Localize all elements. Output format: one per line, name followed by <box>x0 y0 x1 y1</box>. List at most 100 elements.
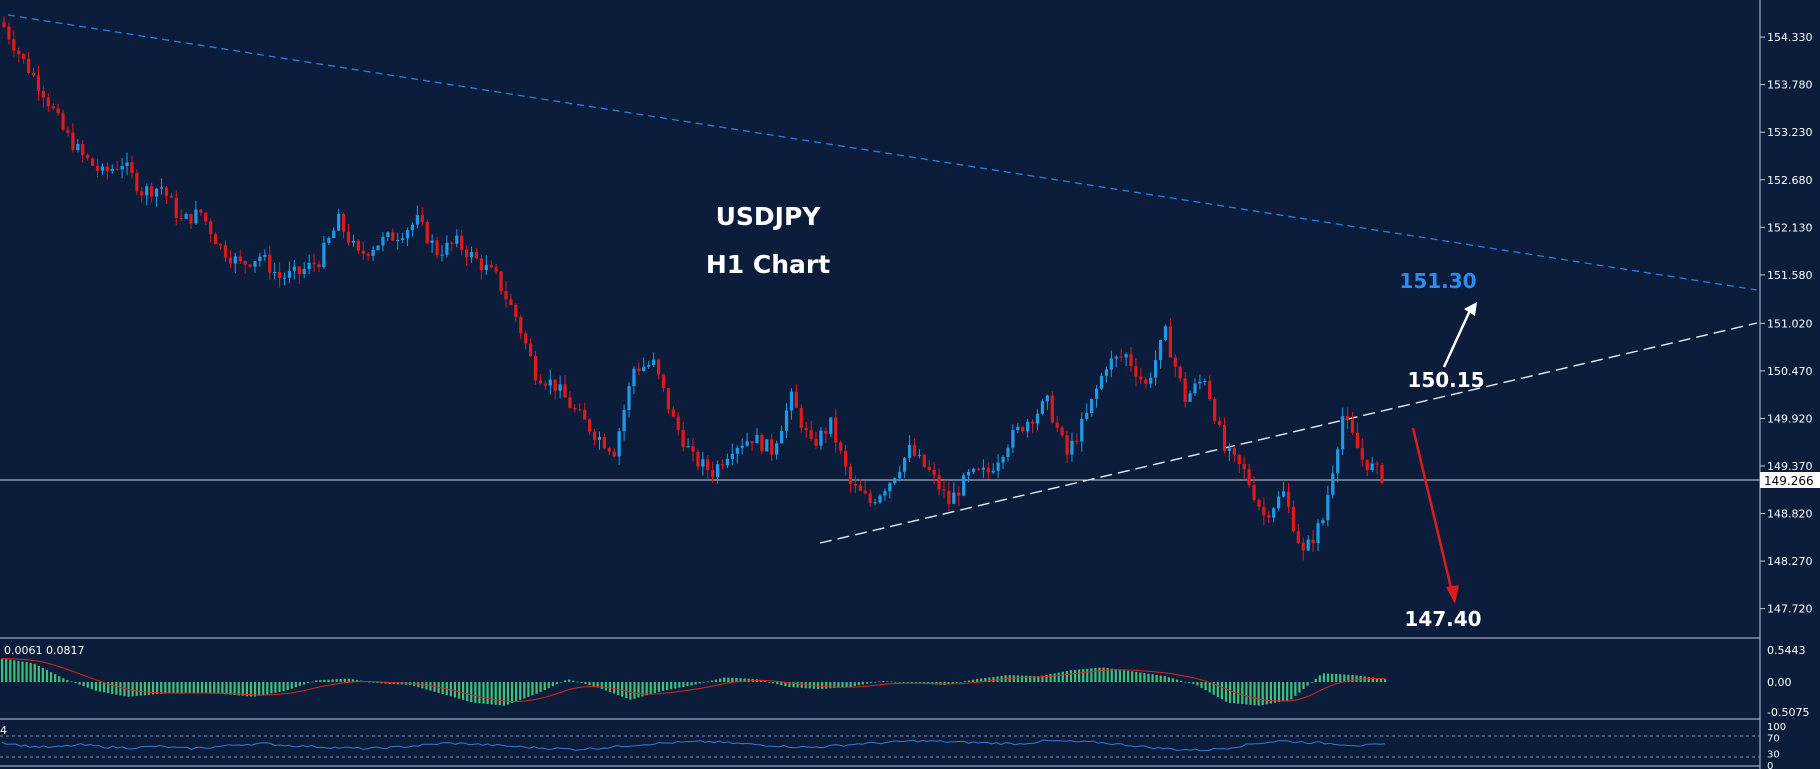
candle-body <box>86 154 90 159</box>
macd-bar <box>1343 674 1346 683</box>
candle-body <box>273 272 277 274</box>
candle-body <box>258 256 262 262</box>
macd-bar <box>139 682 142 696</box>
macd-bar <box>1131 671 1134 683</box>
macd-bar <box>298 682 302 686</box>
macd-bar <box>204 682 208 694</box>
macd-bar <box>1167 677 1170 683</box>
candle-body <box>1237 454 1241 464</box>
candle-body <box>1291 506 1296 532</box>
candle-body <box>1114 356 1118 359</box>
candle-body <box>27 58 31 73</box>
candle-body <box>302 269 306 275</box>
candle-body <box>814 438 818 446</box>
candle-body <box>622 409 626 432</box>
macd-bar <box>453 682 457 698</box>
macd-bar <box>861 682 865 685</box>
macd-bar <box>237 682 240 696</box>
candle-body <box>937 475 941 490</box>
candle-body <box>1168 326 1172 358</box>
target-label-147-40: 147.40 <box>1404 607 1481 631</box>
macd-bar <box>1216 682 1219 698</box>
macd-bar <box>767 682 771 683</box>
macd-bar <box>739 678 742 683</box>
price-tick-label: 153.230 <box>1767 126 1813 139</box>
price-axis-ticks: 154.330 153.780 153.230 152.680 152.130 151.5… <box>1760 31 1813 616</box>
macd-tick-label: 0.00 <box>1767 676 1792 689</box>
macd-bar <box>339 678 342 683</box>
candle-body <box>238 256 242 262</box>
candle-body <box>1085 413 1089 419</box>
macd-bar <box>1379 678 1383 683</box>
candle-body <box>927 466 931 470</box>
candle-body <box>996 462 1000 471</box>
candle-body <box>858 485 862 491</box>
candle-body <box>952 492 956 504</box>
macd-bar <box>180 682 183 694</box>
macd-bar <box>951 682 954 684</box>
candle-body <box>1306 539 1310 551</box>
candle-body <box>1345 416 1350 420</box>
macd-bar <box>902 682 905 683</box>
chart-title: USDJPY <box>716 202 822 231</box>
macd-bar <box>5 659 8 683</box>
candle-body <box>332 230 336 238</box>
macd-bar <box>857 682 860 686</box>
price-tick-label: 148.270 <box>1767 555 1813 568</box>
candle-body <box>455 235 459 244</box>
candle-body <box>853 484 858 486</box>
macd-bar <box>457 682 461 699</box>
price-tick-label: 151.580 <box>1767 269 1813 282</box>
candle-body <box>95 165 100 171</box>
macd-bar <box>1135 671 1138 683</box>
candle-body <box>248 264 252 267</box>
candle-body <box>154 188 159 197</box>
macd-bar <box>506 682 510 705</box>
macd-bar <box>694 682 697 685</box>
macd-bar <box>351 679 355 683</box>
candle-body <box>36 75 41 91</box>
macd-bar <box>1367 676 1370 683</box>
macd-bar <box>253 682 257 697</box>
candle-body <box>745 441 749 446</box>
macd-bar <box>176 682 179 694</box>
candle-body <box>1316 523 1320 544</box>
macd-bar <box>625 682 628 699</box>
candle-body <box>391 232 395 241</box>
candle-body <box>292 266 296 271</box>
macd-bar <box>776 682 779 685</box>
macd-bar <box>1049 674 1052 683</box>
macd-bar <box>1196 682 1199 686</box>
macd-bar <box>282 682 285 692</box>
candle-body <box>834 417 838 443</box>
macd-bar <box>1139 672 1142 683</box>
macd-bar <box>547 682 550 689</box>
macd-bar <box>54 674 57 683</box>
candle-body <box>686 446 690 448</box>
macd-bar <box>306 682 310 684</box>
macd-bar <box>1224 682 1228 702</box>
candle-body <box>1109 358 1113 370</box>
candle-body <box>543 383 547 386</box>
macd-bar <box>686 682 689 687</box>
macd-bar <box>780 682 783 686</box>
macd-bar <box>160 682 163 694</box>
macd-tick-label: -0.5075 <box>1767 706 1809 719</box>
candle-body <box>720 464 725 466</box>
macd-bar <box>1106 668 1109 683</box>
macd-bar <box>1094 667 1097 683</box>
candle-body <box>583 409 587 420</box>
macd-bar <box>800 682 803 688</box>
macd-bar <box>1318 675 1321 683</box>
macd-bar <box>661 682 665 691</box>
candle-body <box>632 368 636 387</box>
macd-bar <box>123 682 126 697</box>
candle-body <box>1090 398 1094 414</box>
macd-bar <box>290 682 293 689</box>
candle-body <box>898 471 902 479</box>
candle-body <box>1208 381 1212 400</box>
macd-bar <box>1228 682 1232 703</box>
macd-bar <box>241 682 244 696</box>
candle-body <box>1286 491 1291 507</box>
